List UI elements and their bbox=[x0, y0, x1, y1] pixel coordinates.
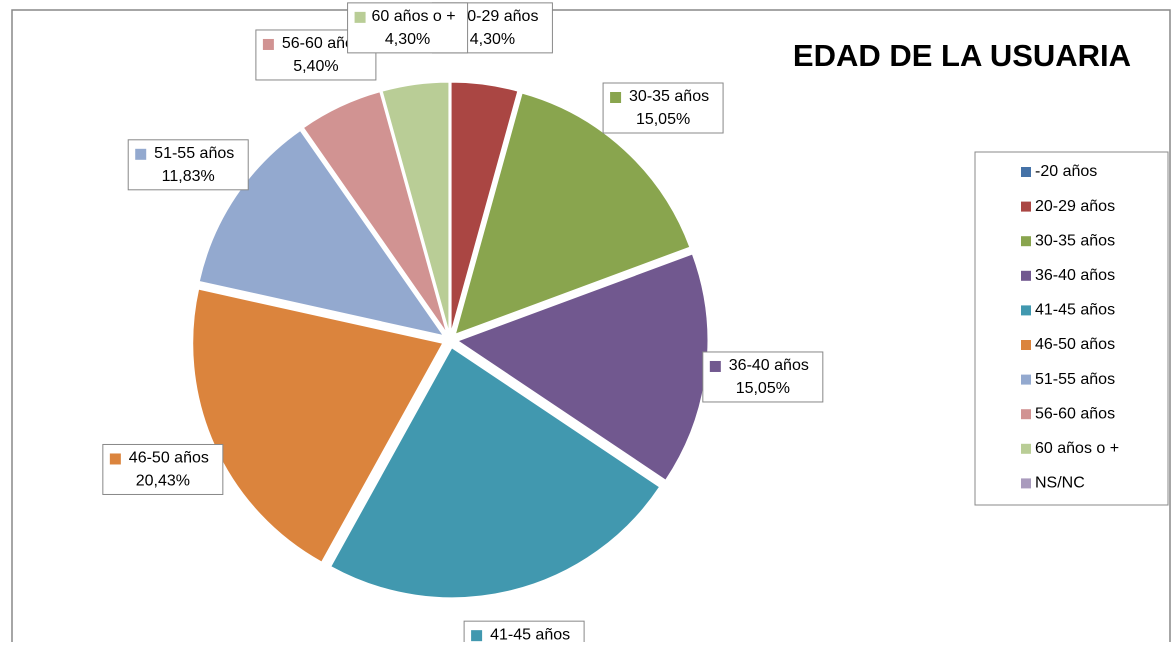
data-label-category: 60 años o + bbox=[372, 8, 456, 25]
data-label: 5,40% bbox=[293, 58, 338, 75]
legend-label: 30-35 años bbox=[1035, 232, 1115, 249]
pie-slice bbox=[198, 129, 445, 337]
data-label-box bbox=[702, 351, 824, 403]
legend-swatch bbox=[1021, 305, 1031, 316]
legend-label: 20-29 años bbox=[1035, 198, 1115, 215]
data-label-box bbox=[347, 2, 469, 54]
data-label: 20,43% bbox=[136, 473, 190, 490]
legend-swatch bbox=[1021, 478, 1031, 489]
data-label-box bbox=[127, 139, 249, 191]
legend-swatch bbox=[1021, 167, 1031, 177]
data-label-category: 51-55 años bbox=[154, 145, 234, 162]
data-label-marker bbox=[135, 148, 147, 160]
data-label: 4,30% bbox=[385, 31, 430, 48]
data-label-marker bbox=[471, 630, 483, 642]
data-label-category: 41-45 años bbox=[490, 626, 570, 642]
data-label-marker bbox=[709, 360, 721, 372]
pie-slice bbox=[302, 91, 448, 334]
legend-swatch bbox=[1021, 409, 1031, 420]
data-label-category: 56-60 años bbox=[282, 35, 362, 52]
legend-label: 56-60 años bbox=[1035, 405, 1115, 422]
legend-swatch bbox=[1021, 236, 1031, 247]
data-label-box bbox=[602, 82, 724, 134]
data-label-category: 30-35 años bbox=[629, 88, 709, 105]
data-label: 15,05% bbox=[636, 111, 690, 128]
pie-slice bbox=[381, 81, 450, 333]
data-label: 11,83% bbox=[162, 168, 215, 185]
chart-frame bbox=[11, 9, 1171, 647]
legend-label: 51-55 años bbox=[1035, 371, 1115, 388]
data-label: 4,30% bbox=[470, 31, 515, 48]
legend-label: 60 años o + bbox=[1035, 440, 1119, 457]
data-label-category: 46-50 años bbox=[129, 450, 209, 467]
data-label-marker bbox=[262, 38, 274, 50]
data-label-marker bbox=[354, 11, 366, 23]
data-label-category: 36-40 años bbox=[729, 357, 809, 374]
legend-swatch bbox=[1021, 201, 1031, 212]
legend-label: 41-45 años bbox=[1035, 302, 1115, 319]
legend-swatch bbox=[1021, 374, 1031, 385]
legend-label: 46-50 años bbox=[1035, 336, 1115, 353]
pie-slice bbox=[450, 81, 519, 333]
pie-slice bbox=[454, 92, 691, 335]
chart-title: EDAD DE LA USUARIA bbox=[793, 38, 1131, 73]
data-label-category: 20-29 años bbox=[458, 8, 538, 25]
legend-swatch bbox=[1021, 340, 1031, 350]
legend-label: 36-40 años bbox=[1035, 267, 1115, 284]
legend-label: -20 años bbox=[1035, 163, 1097, 180]
legend-swatch bbox=[1021, 270, 1031, 281]
legend-swatch bbox=[1021, 443, 1031, 454]
data-label-box bbox=[102, 443, 224, 495]
data-label-marker bbox=[610, 92, 622, 104]
legend-box bbox=[974, 151, 1169, 506]
data-label: 15,05% bbox=[736, 380, 790, 397]
legend-label: NS/NC bbox=[1035, 475, 1085, 492]
data-label-marker bbox=[109, 453, 121, 465]
pie-slice bbox=[330, 347, 661, 599]
